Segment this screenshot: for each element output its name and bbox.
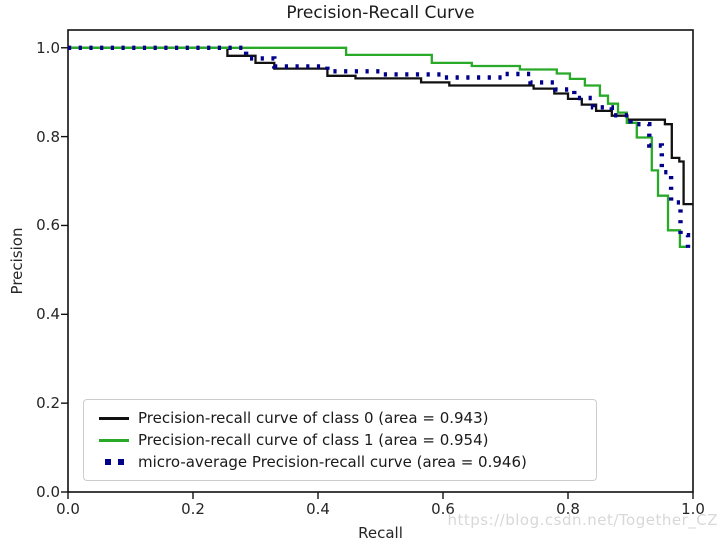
y-tick-label: 0.2 [36,394,60,413]
class1-line-swatch [98,438,130,442]
legend-row-micro-average: micro-average Precision-recall curve (ar… [92,451,586,473]
class0-line-swatch [98,416,130,420]
x-tick-label: 0.4 [306,500,330,518]
x-axis-label: Recall [358,524,403,542]
series-line-0 [68,46,693,206]
y-tick-label: 0.8 [36,127,60,146]
legend: Precision-recall curve of class 0 (area … [83,399,597,481]
x-tick-label: 0.6 [431,500,455,518]
x-tick-label: 0.2 [181,500,205,518]
series-line-2 [68,45,692,251]
legend-row-class0: Precision-recall curve of class 0 (area … [92,407,586,429]
legend-label-class0: Precision-recall curve of class 0 (area … [138,409,489,427]
y-tick-label: 1.0 [36,38,60,57]
x-tick-label: 0.8 [556,500,580,518]
y-tick-label: 0.4 [36,305,60,324]
y-axis-label: Precision [8,227,26,295]
watermark: https://blog.csdn.net/Together_CZ [447,511,718,529]
micro-average-dotted-swatch [98,459,130,465]
chart-title: Precision-Recall Curve [286,3,475,23]
y-tick-label: 0.6 [36,216,60,235]
series-line-1 [68,46,687,248]
legend-row-class1: Precision-recall curve of class 1 (area … [92,429,586,451]
x-tick-label: 0.0 [56,500,80,518]
x-tick-label: 1.0 [681,500,705,518]
legend-label-class1: Precision-recall curve of class 1 (area … [138,431,489,449]
legend-label-micro-average: micro-average Precision-recall curve (ar… [138,453,527,471]
y-tick-label: 0.0 [36,483,60,501]
axes-frame [67,29,694,493]
